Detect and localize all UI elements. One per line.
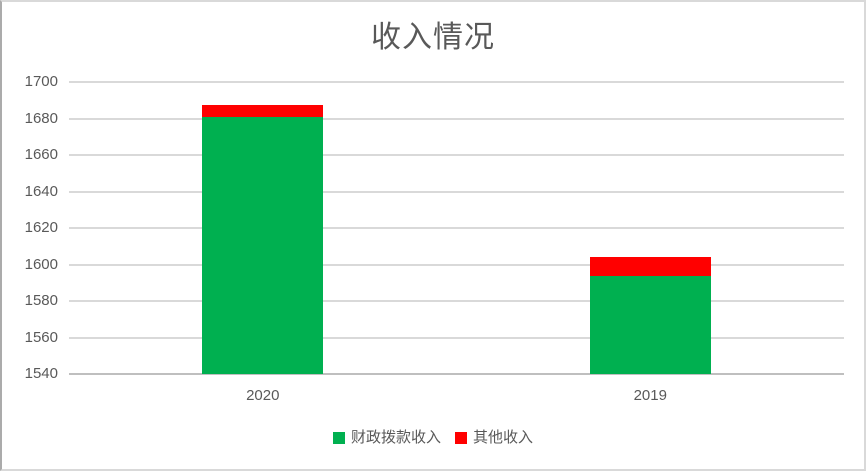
bar-segment-red	[202, 105, 324, 117]
gridline	[69, 336, 844, 339]
y-axis-tick-label: 1680	[24, 109, 58, 127]
x-axis-category-label: 2019	[633, 387, 667, 404]
gridline	[69, 300, 844, 302]
legend-item: 其他收入	[455, 429, 533, 447]
y-axis-tick-label: 1540	[24, 365, 58, 382]
bar-segment-green	[202, 116, 324, 374]
legend-label: 其他收入	[473, 429, 534, 446]
y-axis-tick-label: 1640	[24, 182, 58, 200]
chart-title: 收入情况	[371, 21, 495, 54]
y-axis-tick-label: 1620	[24, 219, 58, 236]
y-axis-tick-label: 1700	[24, 73, 58, 90]
gridline	[69, 154, 844, 156]
x-axis-category-label: 2020	[246, 387, 280, 404]
y-axis-tick-label: 1580	[24, 292, 58, 309]
gridline	[69, 117, 844, 120]
gridline	[69, 263, 844, 266]
legend-swatch-icon	[332, 432, 345, 444]
gridline	[69, 190, 844, 193]
legend-swatch-icon	[455, 432, 467, 444]
gridline	[69, 81, 844, 83]
gridline	[69, 227, 844, 229]
bar-segment-red	[589, 257, 711, 277]
x-axis-line	[69, 373, 844, 375]
legend: 财政拨款收入 其他收入	[2, 428, 864, 448]
legend-item: 财政拨款收入	[332, 429, 441, 447]
y-axis-tick-label: 1600	[24, 255, 58, 273]
legend-label: 财政拨款收入	[350, 429, 441, 446]
y-axis-tick-label: 1560	[24, 328, 58, 346]
bar-segment-green	[589, 276, 711, 374]
y-axis-tick-label: 1660	[24, 146, 58, 163]
